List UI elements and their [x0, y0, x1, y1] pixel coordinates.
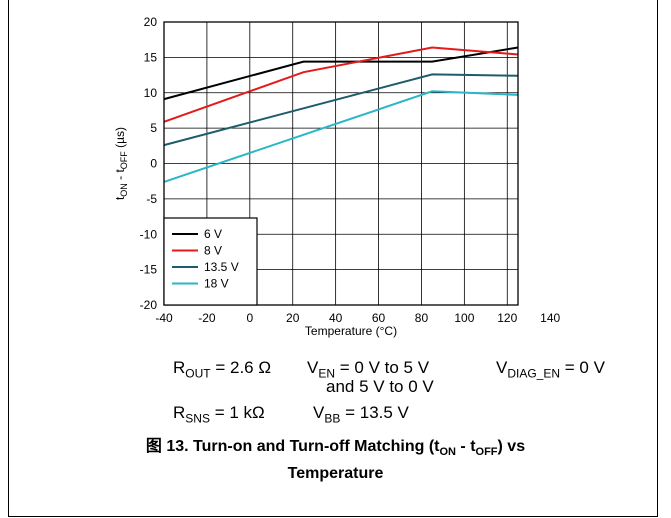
series-line-1: [163, 46, 519, 123]
y-tick-label: -15: [140, 263, 158, 277]
x-tick-label: 120: [497, 311, 517, 325]
series-line-0: [163, 46, 519, 101]
figure-frame: [8, 0, 658, 517]
x-tick-label: -40: [155, 311, 173, 325]
x-tick-label: 80: [415, 311, 429, 325]
legend-label-1: 8 V: [204, 244, 222, 258]
series-line-2: [163, 73, 519, 147]
x-axis-label: Temperature (°C): [305, 324, 397, 338]
condition-ven: VEN = 0 V to 5 V: [307, 358, 430, 381]
x-tick-label: 40: [329, 311, 343, 325]
legend: 6 V 8 V 13.5 V 18 V: [163, 217, 258, 306]
x-ticks: -40 -20 0 20 40 60 80 100 120 140: [155, 311, 560, 325]
condition-rsns: RSNS = 1 kΩ: [173, 403, 265, 426]
y-tick-label: 5: [150, 121, 157, 135]
plot-area: [163, 21, 519, 306]
y-tick-label: -20: [140, 298, 158, 312]
y-tick-label: 20: [144, 15, 158, 29]
x-tick-label: 20: [286, 311, 300, 325]
legend-box: [163, 217, 258, 306]
x-tick-label: -20: [198, 311, 216, 325]
series-line-3: [163, 90, 519, 183]
legend-label-2: 13.5 V: [204, 260, 239, 274]
x-tick-label: 100: [454, 311, 474, 325]
condition-ven-line2: and 5 V to 0 V: [326, 377, 434, 396]
x-tick-label: 140: [540, 311, 560, 325]
y-tick-label: 15: [144, 50, 158, 64]
legend-label-0: 6 V: [204, 227, 222, 241]
y-axis-label: tON - tOFF (µs): [113, 127, 129, 200]
y-ticks: 20 15 10 5 0 -5 -10 -15 -20: [140, 15, 158, 312]
y-tick-label: 0: [150, 157, 157, 171]
caption-line-1: 图 13. Turn-on and Turn-off Matching (tON…: [145, 438, 526, 459]
y-tick-label: -5: [146, 192, 157, 206]
x-tick-label: 0: [246, 311, 253, 325]
y-tick-label: -10: [140, 227, 158, 241]
condition-vbb: VBB = 13.5 V: [313, 403, 409, 426]
figure-caption: 图 13. Turn-on and Turn-off Matching (tON…: [0, 436, 671, 485]
caption-line-2: Temperature: [287, 465, 384, 483]
y-tick-label: 10: [144, 86, 158, 100]
grid: [164, 22, 518, 305]
series-layer: [163, 46, 519, 183]
condition-rout: ROUT = 2.6 Ω: [173, 358, 272, 381]
x-tick-label: 60: [372, 311, 386, 325]
condition-vdiag: VDIAG_EN = 0 V: [496, 358, 605, 381]
legend-label-3: 18 V: [204, 277, 229, 291]
